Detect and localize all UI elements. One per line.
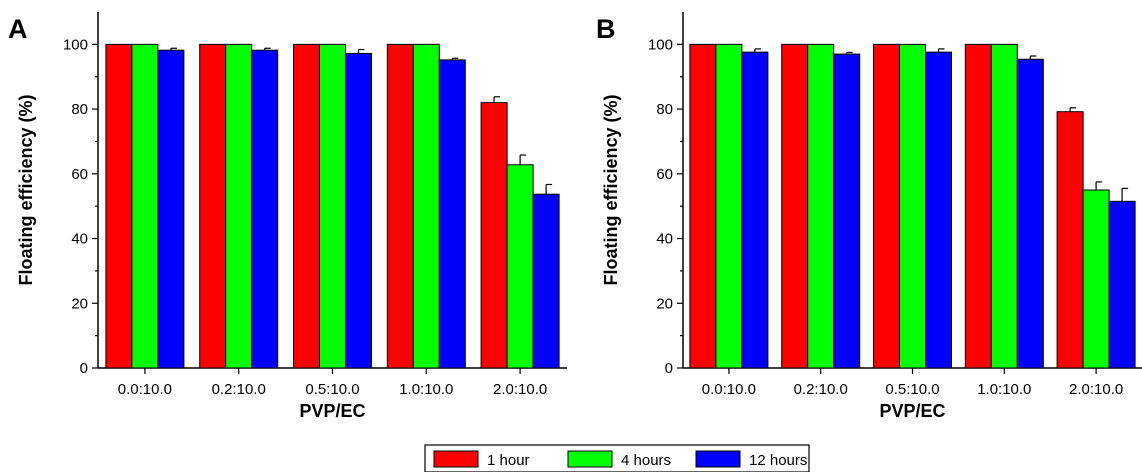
legend-swatch: [433, 450, 479, 468]
x-tick-label: 1.0:10.0: [977, 381, 1031, 398]
bar: [506, 164, 534, 369]
bar: [964, 43, 992, 369]
bar: [1108, 200, 1136, 369]
bar: [1082, 189, 1110, 369]
bar: [990, 43, 1018, 369]
bar: [293, 43, 320, 369]
x-tick-label: 2.0:10.0: [493, 381, 547, 398]
y-axis-title: Floating efficiency (%): [601, 94, 621, 285]
bar: [412, 43, 440, 369]
bar: [781, 43, 809, 369]
bar: [480, 102, 508, 369]
panel-b: B 0 20 40 60 80 100 Floating efficiency (%) 0.0:…: [596, 12, 1142, 421]
legend-label: 12 hours: [749, 452, 807, 469]
y-tick-label: 60: [71, 166, 88, 183]
bar: [532, 193, 560, 369]
y-tick-label: 20: [656, 295, 673, 312]
bar: [833, 53, 861, 369]
bar: [157, 49, 185, 369]
x-axis-title: PVP/EC: [879, 401, 945, 421]
bar: [319, 43, 346, 369]
bar: [131, 43, 159, 369]
bar: [689, 43, 717, 369]
bar: [925, 51, 952, 369]
bar: [807, 43, 835, 369]
bar: [225, 43, 253, 369]
y-tick-label: 60: [656, 166, 673, 183]
legend-label: 4 hours: [621, 452, 671, 469]
bar: [251, 49, 279, 369]
x-tick-label: 0.2:10.0: [794, 381, 848, 398]
y-axis-title: Floating efficiency (%): [16, 94, 36, 285]
bar: [715, 43, 743, 369]
bar: [1056, 111, 1084, 369]
bar: [1016, 58, 1044, 369]
y-tick-label: 100: [648, 36, 673, 53]
bar: [438, 59, 466, 369]
y-tick-label: 80: [71, 101, 88, 118]
x-tick-label: 1.0:10.0: [399, 381, 453, 398]
y-tick-label: 80: [656, 101, 673, 118]
x-tick-label: 0.2:10.0: [212, 381, 266, 398]
y-tick-label: 0: [665, 360, 673, 377]
legend-swatch: [695, 450, 741, 468]
legend: 1 hour 4 hours 12 hours: [424, 444, 810, 472]
panel-a: A 0 20 40 60 80 100 Floating efficiency (%) 0.0:…: [8, 12, 567, 421]
y-tick-label: 0: [80, 360, 88, 377]
bar: [873, 43, 900, 369]
x-tick-label: 0.5:10.0: [885, 381, 939, 398]
bar: [199, 43, 227, 369]
y-tick-label: 40: [656, 231, 673, 248]
x-tick-label: 0.5:10.0: [305, 381, 359, 398]
bar: [899, 43, 926, 369]
x-tick-label: 0.0:10.0: [702, 381, 756, 398]
panel-letter: A: [8, 14, 28, 44]
legend-label: 1 hour: [487, 452, 530, 469]
panel-letter: B: [596, 14, 616, 44]
y-tick-label: 20: [71, 295, 88, 312]
y-tick-label: 100: [63, 36, 88, 53]
bar: [741, 51, 769, 369]
legend-box: [424, 444, 810, 472]
y-tick-label: 40: [71, 231, 88, 248]
bar: [105, 43, 133, 369]
bar: [386, 43, 414, 369]
x-axis-title: PVP/EC: [299, 401, 365, 421]
x-tick-label: 2.0:10.0: [1069, 381, 1123, 398]
legend-swatch: [567, 450, 613, 468]
x-tick-label: 0.0:10.0: [118, 381, 172, 398]
bar: [345, 52, 372, 369]
